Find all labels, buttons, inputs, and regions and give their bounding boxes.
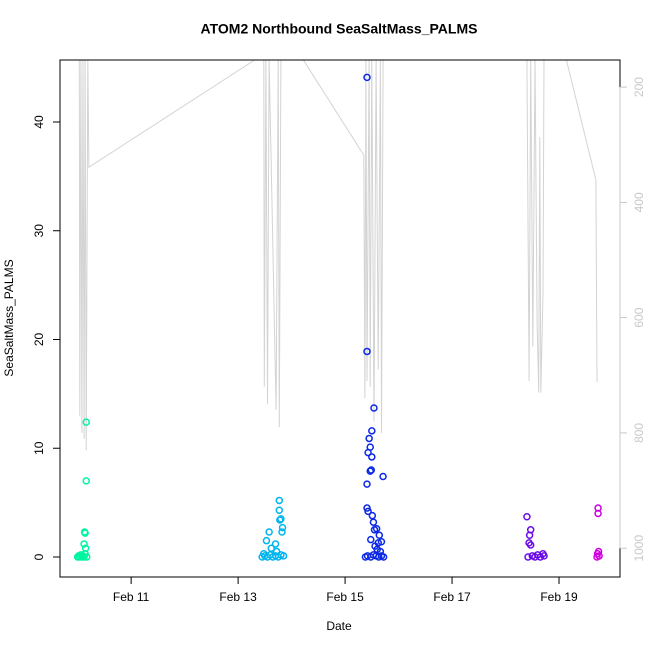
y-tick-label: 40	[32, 115, 46, 129]
data-point	[82, 553, 91, 561]
data-point	[368, 427, 376, 435]
y2-tick-label: 400	[632, 192, 646, 212]
y-tick-label: 30	[32, 224, 46, 238]
data-point	[523, 513, 531, 521]
y-tick-label: 10	[32, 441, 46, 455]
data-point	[279, 552, 288, 560]
data-point	[81, 544, 90, 553]
data-point	[365, 434, 373, 443]
data-point	[379, 472, 387, 481]
data-point	[275, 506, 284, 514]
data-point	[368, 511, 377, 520]
data-point	[363, 347, 371, 356]
data-point	[81, 529, 89, 537]
data-point	[370, 526, 379, 534]
data-point	[367, 535, 375, 544]
data-point	[526, 541, 535, 549]
data-point	[260, 549, 268, 558]
data-point	[364, 448, 372, 457]
x-tick-label: Feb 11	[113, 590, 150, 604]
data-point	[363, 480, 371, 488]
x-tick-label: Feb 13	[219, 590, 257, 604]
plot-points	[73, 73, 603, 561]
data-point	[82, 477, 90, 485]
data-point	[262, 536, 271, 545]
y-axis-label: SeaSaltMass_PALMS	[2, 259, 16, 376]
data-point	[272, 547, 281, 556]
data-point	[265, 528, 273, 536]
data-point	[364, 507, 372, 516]
data-point	[271, 540, 280, 548]
x-tick-label: Feb 15	[326, 590, 364, 604]
data-point	[80, 540, 88, 548]
data-point	[370, 404, 378, 412]
pressure-line	[78, 60, 598, 451]
data-point	[276, 516, 284, 524]
y2-tick-label: 200	[632, 77, 646, 97]
y2-tick-label: 800	[632, 423, 646, 443]
data-point	[366, 467, 374, 475]
data-point	[278, 528, 286, 536]
data-point	[379, 553, 388, 561]
y2-tick-label: 1000	[632, 535, 646, 562]
chart-title: ATOM2 Northbound SeaSaltMass_PALMS	[201, 21, 478, 37]
data-point	[525, 531, 534, 539]
data-point	[593, 553, 601, 561]
data-point	[369, 518, 378, 526]
data-point	[594, 509, 602, 518]
data-point	[82, 418, 90, 426]
x-tick-label: Feb 17	[433, 590, 471, 604]
plot-lines	[78, 60, 598, 451]
data-point	[524, 553, 532, 561]
data-point	[80, 553, 88, 561]
y-tick-label: 20	[32, 332, 46, 346]
x-tick-label: Feb 19	[540, 590, 578, 604]
data-point	[375, 531, 384, 539]
data-point	[367, 466, 376, 474]
data-point	[536, 553, 545, 561]
data-point	[368, 453, 376, 461]
data-point	[278, 523, 287, 532]
data-point	[363, 73, 371, 82]
data-point	[540, 552, 548, 560]
x-axis-label: Date	[326, 619, 352, 633]
data-point	[275, 496, 284, 505]
data-point	[363, 504, 371, 512]
y-tick-label: 0	[32, 553, 46, 560]
data-point	[267, 544, 276, 553]
data-point	[277, 515, 285, 523]
y2-tick-label: 600	[632, 307, 646, 327]
